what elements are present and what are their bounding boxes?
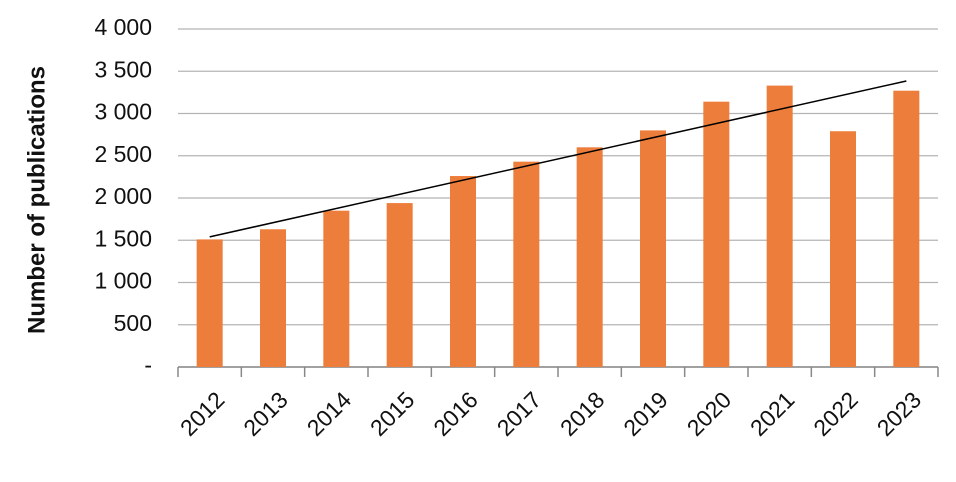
- y-tick-label: 2 000: [94, 183, 152, 209]
- bar: [830, 131, 856, 367]
- x-tick-label: 2023: [872, 386, 927, 441]
- y-tick-label: -: [144, 352, 152, 378]
- y-tick-label: 1 000: [94, 268, 152, 294]
- x-tick-label: 2016: [428, 386, 483, 441]
- x-tick-label: 2018: [555, 386, 610, 441]
- trendline: [209, 80, 907, 238]
- y-tick-label: 2 500: [94, 141, 152, 167]
- x-tick-label: 2013: [238, 386, 293, 441]
- bar: [893, 90, 920, 367]
- bar: [513, 161, 540, 367]
- y-tick-label: 3 500: [94, 56, 152, 82]
- x-tick-label: 2020: [682, 386, 737, 441]
- y-tick-label: 3 000: [94, 99, 152, 125]
- bar: [323, 210, 350, 367]
- x-tick-label: 2019: [618, 386, 673, 441]
- bar: [576, 147, 603, 367]
- x-tick-label: 2017: [492, 386, 547, 441]
- x-tick-label: 2015: [365, 386, 420, 441]
- bar: [196, 239, 223, 367]
- bar: [766, 85, 793, 368]
- y-tick-label: 4 000: [94, 14, 152, 40]
- x-tick-label: 2022: [808, 386, 863, 441]
- y-tick-label: 500: [114, 310, 152, 336]
- bar: [386, 203, 413, 367]
- bar: [260, 229, 286, 367]
- y-axis-label: Number of publications: [23, 66, 50, 334]
- x-tick-label: 2021: [745, 386, 800, 441]
- bar: [640, 130, 666, 367]
- y-tick-label: 1 500: [94, 225, 152, 251]
- bar: [450, 176, 476, 367]
- x-tick-label: 2014: [302, 386, 357, 441]
- x-tick-label: 2012: [175, 386, 230, 441]
- bar: [703, 101, 730, 368]
